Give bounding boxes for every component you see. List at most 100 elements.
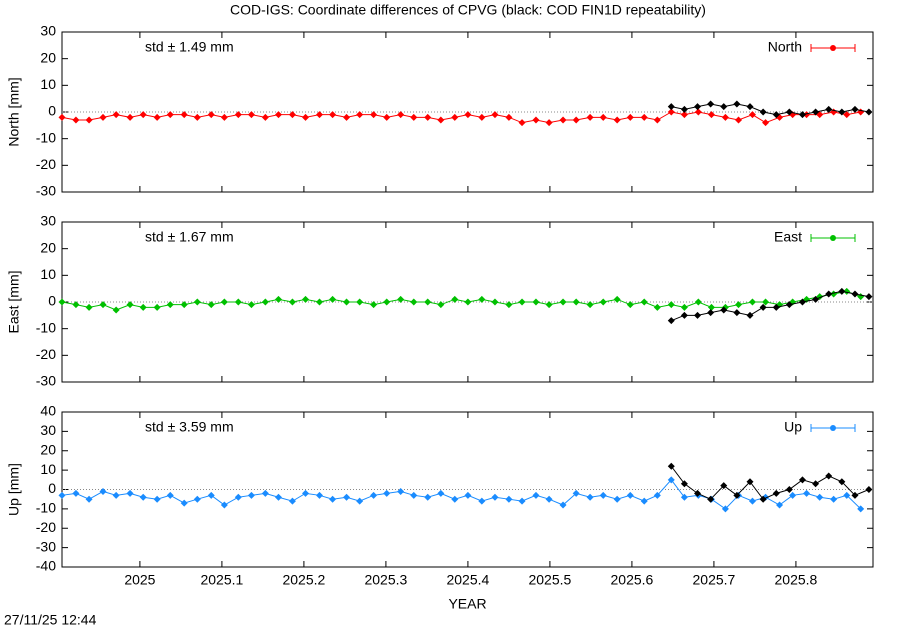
data-point [803, 111, 811, 119]
data-point [667, 108, 675, 116]
data-point [478, 113, 486, 121]
data-point [166, 301, 174, 309]
data-point [85, 495, 93, 503]
y-tick-label: -20 [36, 156, 56, 172]
data-point [288, 111, 296, 119]
legend-label: East [774, 229, 802, 245]
data-point [220, 501, 228, 509]
data-point [667, 301, 675, 309]
data-point [667, 476, 675, 484]
data-point [302, 113, 310, 121]
legend-label: North [768, 39, 802, 55]
y-tick-label: -20 [36, 346, 56, 362]
data-point [478, 295, 486, 303]
data-point [234, 298, 242, 306]
data-point [370, 491, 378, 499]
data-point [785, 301, 793, 309]
data-point [680, 111, 688, 119]
x-tick-label: 2025 [124, 572, 155, 588]
data-point [491, 111, 499, 119]
data-point [437, 489, 445, 497]
data-point [193, 298, 201, 306]
x-tick-label: 2025.5 [528, 572, 571, 588]
x-tick-label: 2025.1 [200, 572, 243, 588]
timestamp: 27/11/25 12:44 [4, 612, 97, 628]
y-tick-label: -10 [36, 319, 56, 335]
data-point [247, 301, 255, 309]
data-point [72, 489, 80, 497]
data-point [812, 108, 820, 116]
y-tick-label: 20 [40, 239, 56, 255]
data-point [762, 298, 770, 306]
data-point [220, 113, 228, 121]
data-point [315, 111, 323, 119]
data-point [410, 491, 418, 499]
data-point [166, 111, 174, 119]
data-point [707, 111, 715, 119]
data-point [613, 495, 621, 503]
data-point [424, 113, 432, 121]
data-point [153, 113, 161, 121]
data-point [315, 491, 323, 499]
data-point [99, 301, 107, 309]
data-point [464, 298, 472, 306]
data-point [532, 116, 540, 124]
data-point [356, 111, 364, 119]
data-point [397, 295, 405, 303]
data-point [785, 108, 793, 116]
data-point [748, 497, 756, 505]
data-point [424, 298, 432, 306]
y-tick-label: 10 [40, 76, 56, 92]
data-point [694, 103, 702, 111]
y-tick-label: 0 [48, 293, 56, 309]
data-point [838, 108, 846, 116]
y-tick-label: -20 [36, 519, 56, 535]
data-point [851, 105, 859, 113]
data-point [370, 111, 378, 119]
data-point [857, 505, 865, 513]
data-point [274, 111, 282, 119]
legend-marker [830, 45, 836, 51]
x-tick-label: 2025.2 [282, 572, 325, 588]
data-point [153, 495, 161, 503]
data-point [437, 301, 445, 309]
data-point [762, 119, 770, 127]
data-point [825, 472, 833, 480]
data-point [207, 111, 215, 119]
data-point [85, 116, 93, 124]
data-point [234, 111, 242, 119]
legend-marker [830, 235, 836, 241]
data-point [667, 462, 675, 470]
data-point [759, 303, 767, 311]
data-point [505, 301, 513, 309]
data-point [759, 495, 767, 503]
data-point [851, 290, 859, 298]
data-point [99, 113, 107, 121]
data-point [843, 111, 851, 119]
data-point [559, 298, 567, 306]
data-point [559, 116, 567, 124]
data-point [640, 298, 648, 306]
data-point [772, 303, 780, 311]
x-tick-label: 2025.8 [775, 572, 818, 588]
data-point [139, 111, 147, 119]
data-point [302, 489, 310, 497]
y-tick-label: -30 [36, 538, 56, 554]
data-point [397, 487, 405, 495]
x-tick-label: 2025.3 [364, 572, 407, 588]
data-point [478, 497, 486, 505]
data-point [812, 295, 820, 303]
data-point [153, 303, 161, 311]
data-point [640, 113, 648, 121]
data-point [694, 108, 702, 116]
data-point [733, 491, 741, 499]
x-tick-label: 2025.4 [446, 572, 489, 588]
x-tick-label: 2025.6 [611, 572, 654, 588]
data-point [599, 491, 607, 499]
data-point [397, 111, 405, 119]
y-tick-label: 30 [40, 422, 56, 438]
data-point [694, 298, 702, 306]
data-point [72, 301, 80, 309]
data-point [707, 303, 715, 311]
data-point [721, 113, 729, 121]
